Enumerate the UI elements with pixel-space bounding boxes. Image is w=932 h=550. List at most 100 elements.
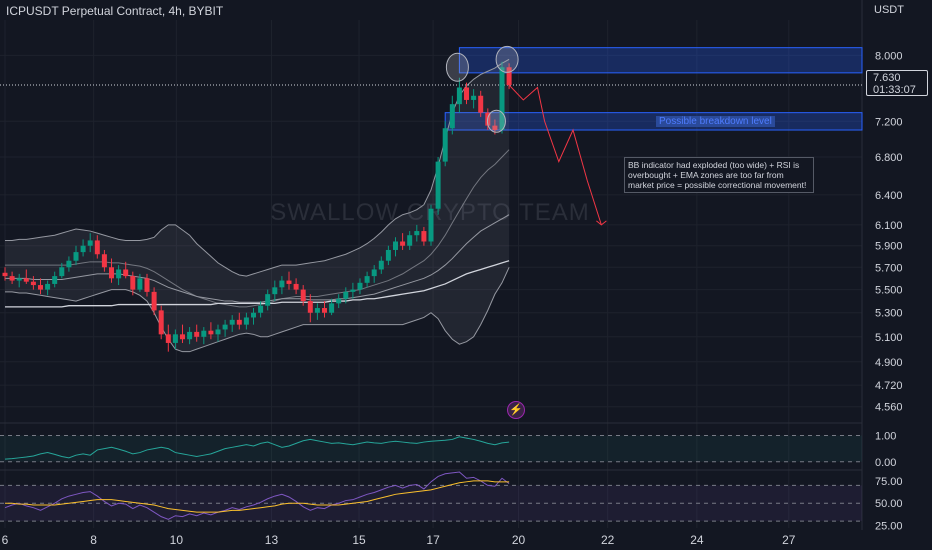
candle-body — [194, 331, 200, 337]
candle-body — [286, 280, 292, 284]
candle-body — [272, 287, 278, 295]
candle-body — [478, 95, 484, 113]
candle-body — [293, 283, 299, 290]
candle-body — [428, 208, 434, 242]
highlight-ellipse — [445, 52, 469, 82]
candle-body — [258, 305, 264, 313]
time-axis[interactable]: 6 8 10 13 15 17 20 22 24 27 — [2, 533, 796, 547]
current-price-tag: 7.630 01:33:07 — [866, 70, 928, 96]
candle-body — [364, 276, 370, 283]
bollinger-lower-line — [5, 267, 510, 353]
candle-body — [116, 269, 122, 279]
candle-body — [215, 329, 221, 335]
candle-body — [30, 281, 36, 286]
price-tick-label: 6.400 — [875, 190, 903, 202]
candle-body — [94, 240, 100, 255]
oscillator-line — [4, 436, 510, 460]
candle-body — [165, 334, 171, 343]
price-zone — [458, 47, 863, 74]
candle-body — [350, 289, 356, 292]
bar-countdown: 01:33:07 — [873, 84, 916, 96]
symbol-title[interactable]: ICPUSDT Perpetual Contract, 4h, BYBIT — [6, 4, 224, 18]
candle-body — [109, 267, 114, 279]
candle-body — [506, 67, 512, 86]
oscillator-pane: 1.00 0.00 — [0, 422, 896, 469]
candle-body — [144, 278, 150, 292]
time-tick-label: 20 — [512, 533, 526, 547]
candle-body — [314, 308, 320, 313]
oscillator-tick-label: 0.00 — [875, 457, 896, 469]
candle-body — [73, 252, 79, 261]
candle-body — [407, 235, 413, 246]
candle-layer — [2, 61, 512, 352]
flash-icon[interactable]: ⚡ — [507, 401, 525, 419]
ema-fast-line — [5, 214, 510, 303]
price-tick-label: 5.500 — [875, 285, 903, 297]
candle-body — [449, 104, 455, 129]
analysis-note[interactable]: BB indicator had exploded (too wide) + R… — [624, 157, 814, 193]
candle-body — [59, 267, 65, 277]
price-tick-label: 5.900 — [875, 241, 903, 253]
candle-body — [492, 125, 498, 131]
time-tick-label: 13 — [265, 533, 279, 547]
candle-body — [336, 298, 342, 304]
candle-body — [251, 312, 256, 318]
candle-body — [80, 245, 86, 253]
candle-body — [456, 87, 462, 105]
rsi-pane: 75.00 50.00 25.00 — [0, 469, 903, 533]
time-tick-label: 24 — [690, 533, 704, 547]
candle-body — [151, 291, 157, 311]
candle-body — [393, 241, 398, 250]
candle-body — [87, 240, 93, 246]
price-tick-label: 5.300 — [875, 308, 903, 320]
candle-body — [322, 308, 327, 313]
candle-body — [421, 231, 427, 242]
price-tick-label: 4.720 — [875, 380, 903, 392]
price-tick-label: 6.800 — [875, 152, 903, 164]
time-tick-label: 10 — [170, 533, 184, 547]
time-tick-label: 6 — [2, 533, 9, 547]
price-tick-label: 4.560 — [875, 402, 903, 414]
candle-body — [180, 334, 185, 340]
time-tick-label: 8 — [90, 533, 97, 547]
time-tick-label: 15 — [352, 533, 366, 547]
candle-body — [101, 254, 107, 268]
projection-arrowhead — [596, 220, 607, 226]
oscillator-band — [0, 435, 862, 462]
price-tick-label: 5.700 — [875, 262, 903, 274]
candle-body — [265, 294, 271, 306]
candle-body — [435, 161, 441, 209]
price-tick-label: 4.900 — [875, 357, 903, 369]
bollinger-upper-line — [5, 58, 510, 277]
price-axis[interactable]: 8.000 7.200 6.800 6.400 6.100 5.900 5.700 5.500… — [875, 50, 903, 413]
candle-body — [442, 128, 448, 162]
breakdown-level-label[interactable]: Possible breakdown level — [656, 116, 775, 127]
price-tick-label: 8.000 — [875, 50, 903, 62]
candle-body — [243, 317, 249, 325]
candle-body — [208, 330, 214, 335]
rsi-tick-label: 50.00 — [875, 498, 903, 510]
candle-body — [471, 95, 477, 100]
price-tick-label: 7.200 — [875, 116, 903, 128]
candle-body — [343, 291, 349, 299]
candle-body — [45, 283, 51, 290]
currency-label[interactable]: USDT — [874, 4, 904, 16]
candle-body — [130, 276, 136, 290]
candle-body — [357, 282, 363, 290]
rsi-tick-label: 25.00 — [875, 521, 903, 533]
bollinger-basis-line — [5, 149, 510, 308]
time-tick-label: 17 — [426, 533, 440, 547]
candle-body — [137, 278, 143, 290]
candle-body — [464, 87, 469, 100]
candle-body — [158, 310, 164, 335]
ema-layer — [0, 84, 862, 308]
rsi-line — [4, 471, 510, 520]
candle-body — [187, 331, 193, 340]
candle-body — [371, 269, 377, 277]
rsi-ma-line — [5, 480, 510, 513]
time-tick-label: 27 — [782, 533, 796, 547]
candle-body — [123, 269, 129, 277]
projection-layer — [508, 84, 607, 226]
